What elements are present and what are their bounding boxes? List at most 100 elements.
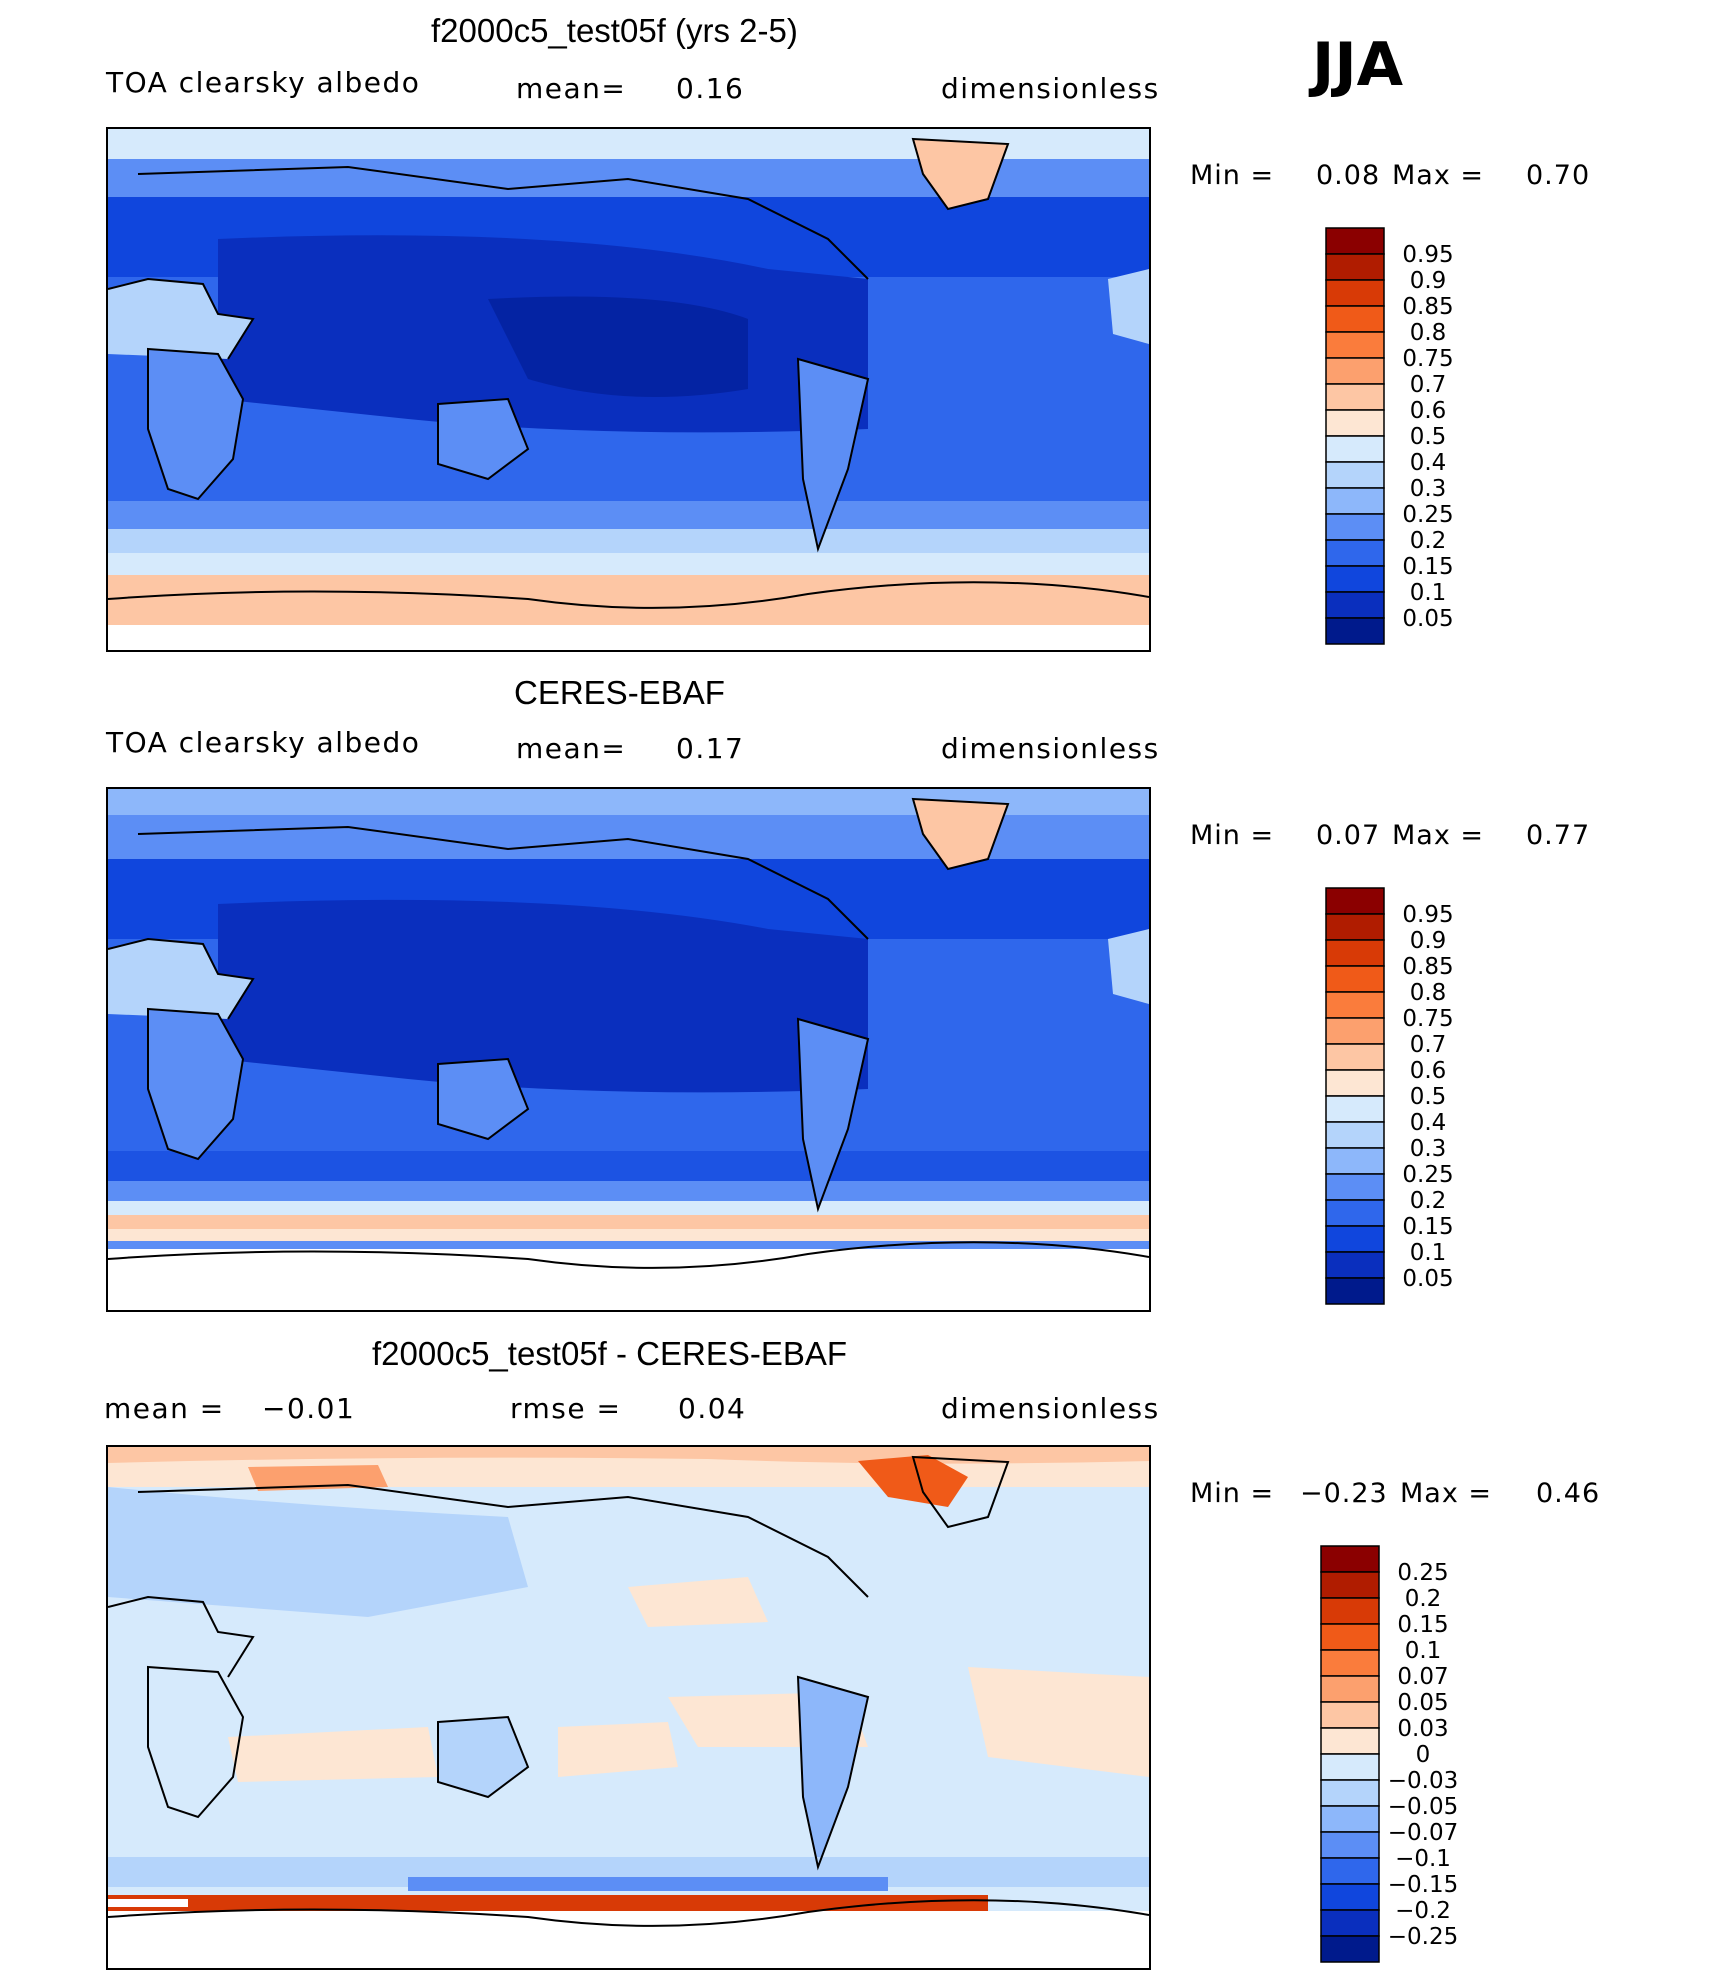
colorbar-swatch xyxy=(1320,1675,1380,1703)
colorbar-swatch xyxy=(1325,991,1385,1019)
colorbar-tick-label: 0.15 xyxy=(1397,1612,1448,1638)
colorbar-tick-label: 0.4 xyxy=(1410,450,1447,476)
colorbar-swatch xyxy=(1325,513,1385,541)
season-label: JJA xyxy=(1312,30,1404,100)
colorbar-swatch xyxy=(1325,1251,1385,1279)
colorbar-tick-label: 0.25 xyxy=(1397,1560,1448,1586)
panel-3-mean-value: −0.01 xyxy=(262,1392,356,1425)
panel-3-max-value: 0.46 xyxy=(1536,1478,1601,1509)
panel-3-title: f2000c5_test05f - CERES-EBAF xyxy=(372,1335,848,1372)
colorbar-swatch xyxy=(1325,1147,1385,1175)
panel-1-variable-label: TOA clearsky albedo xyxy=(106,66,421,99)
panel-1-max-value: 0.70 xyxy=(1526,160,1591,191)
colorbar-tick-label: 0.05 xyxy=(1402,1266,1453,1292)
panel-1-map-svg xyxy=(108,129,1149,650)
colorbar-swatch xyxy=(1320,1571,1380,1599)
colorbar-tick-label: 0.1 xyxy=(1410,1240,1447,1266)
panel-2-map xyxy=(106,787,1151,1312)
colorbar-swatch xyxy=(1320,1701,1380,1729)
colorbar-tick-label: −0.07 xyxy=(1388,1820,1458,1846)
colorbar-swatch xyxy=(1325,253,1385,281)
colorbar-swatch xyxy=(1325,617,1385,645)
colorbar-tick-label: −0.1 xyxy=(1395,1846,1451,1872)
colorbar-swatch xyxy=(1320,1545,1380,1573)
colorbar-tick-label: 0.3 xyxy=(1410,1136,1447,1162)
colorbar-tick-label: 0.7 xyxy=(1410,372,1447,398)
colorbar-swatch xyxy=(1320,1779,1380,1807)
colorbar-tick-label: 0.8 xyxy=(1410,320,1447,346)
panel-1-title: f2000c5_test05f (yrs 2-5) xyxy=(431,12,798,49)
colorbar-swatch xyxy=(1325,461,1385,489)
colorbar-tick-label: 0.4 xyxy=(1410,1110,1447,1136)
colorbar-tick-label: 0.85 xyxy=(1402,954,1453,980)
panel-1-min-value: 0.08 xyxy=(1316,160,1381,191)
panel-3-map-svg xyxy=(108,1447,1149,1968)
colorbar-tick-label: −0.2 xyxy=(1395,1898,1451,1924)
colorbar-swatch xyxy=(1320,1831,1380,1859)
colorbar-swatch xyxy=(1325,1095,1385,1123)
colorbar-swatch xyxy=(1325,1121,1385,1149)
panel-1-units: dimensionless xyxy=(941,72,1160,105)
colorbar-tick-label: 0.03 xyxy=(1397,1716,1448,1742)
colorbar-tick-label: −0.05 xyxy=(1388,1794,1458,1820)
colorbar-tick-label: 0.7 xyxy=(1410,1032,1447,1058)
panel-1-colorbar-svg: 0.950.90.850.80.750.70.60.50.40.30.250.2… xyxy=(1325,227,1454,645)
colorbar-tick-label: 0.1 xyxy=(1410,580,1447,606)
colorbar-tick-label: 0.3 xyxy=(1410,476,1447,502)
colorbar-tick-label: 0.8 xyxy=(1410,980,1447,1006)
panel-3-min-label: Min = xyxy=(1190,1478,1275,1509)
panel-2-min-label: Min = xyxy=(1190,820,1275,851)
colorbar-tick-label: 0.2 xyxy=(1405,1586,1442,1612)
colorbar-swatch xyxy=(1325,487,1385,515)
panel-3-colorbar-svg: 0.250.20.150.10.070.050.030−0.03−0.05−0.… xyxy=(1320,1545,1458,1963)
colorbar-tick-label: 0.25 xyxy=(1402,502,1453,528)
panel-3-map xyxy=(106,1445,1151,1970)
colorbar-tick-label: 0.25 xyxy=(1402,1162,1453,1188)
colorbar-swatch xyxy=(1325,939,1385,967)
colorbar-tick-label: 0.5 xyxy=(1410,1084,1447,1110)
panel-1-map xyxy=(106,127,1151,652)
colorbar-tick-label: 0.85 xyxy=(1402,294,1453,320)
panel-2-units: dimensionless xyxy=(941,732,1160,765)
colorbar-tick-label: 0.05 xyxy=(1402,606,1453,632)
colorbar-swatch xyxy=(1320,1935,1380,1963)
colorbar-swatch xyxy=(1325,887,1385,915)
panel-3-max-label: Max = xyxy=(1400,1478,1493,1509)
panel-3-rmse-value: 0.04 xyxy=(678,1392,747,1425)
panel-1-min-label: Min = xyxy=(1190,160,1275,191)
colorbar-tick-label: 0.2 xyxy=(1410,1188,1447,1214)
colorbar-swatch xyxy=(1325,409,1385,437)
colorbar-tick-label: 0.5 xyxy=(1410,424,1447,450)
panel-3-rmse-label: rmse = xyxy=(510,1392,622,1425)
panel-3-colorbar: 0.25 0.2 0.15 0.1 0.07 0.05 0.03 0 −0.03 −0.05 −0.… xyxy=(1320,1545,1481,1963)
colorbar-swatch xyxy=(1320,1857,1380,1885)
colorbar-swatch xyxy=(1325,913,1385,941)
colorbar-swatch xyxy=(1325,1069,1385,1097)
colorbar-swatch xyxy=(1320,1727,1380,1755)
panel-1-mean-value: 0.16 xyxy=(676,72,745,105)
colorbar-swatch xyxy=(1325,1277,1385,1305)
colorbar-tick-label: 0.15 xyxy=(1402,1214,1453,1240)
colorbar-tick-label: 0.95 xyxy=(1402,242,1453,268)
colorbar-tick-label: 0.05 xyxy=(1397,1690,1448,1716)
colorbar-swatch xyxy=(1325,1173,1385,1201)
panel-2-max-label: Max = xyxy=(1392,820,1485,851)
colorbar-tick-label: −0.03 xyxy=(1388,1768,1458,1794)
colorbar-swatch xyxy=(1320,1805,1380,1833)
colorbar-swatch xyxy=(1325,1225,1385,1253)
colorbar-tick-label: 0.6 xyxy=(1410,398,1447,424)
colorbar-tick-label: 0.15 xyxy=(1402,554,1453,580)
colorbar-tick-label: 0.9 xyxy=(1410,268,1447,294)
panel-1-colorbar: 0.95 0.9 0.85 0.8 0.75 0.7 0.6 0.5 0.4 0.3 0.25 0.2… xyxy=(1325,227,1466,645)
colorbar-swatch xyxy=(1320,1753,1380,1781)
colorbar-swatch xyxy=(1325,565,1385,593)
colorbar-tick-label: 0.6 xyxy=(1410,1058,1447,1084)
colorbar-tick-label: 0 xyxy=(1416,1742,1431,1768)
colorbar-swatch xyxy=(1325,1017,1385,1045)
colorbar-swatch xyxy=(1325,279,1385,307)
colorbar-tick-label: 0.75 xyxy=(1402,346,1453,372)
colorbar-swatch xyxy=(1325,435,1385,463)
colorbar-swatch xyxy=(1325,357,1385,385)
panel-1-mean-label: mean= xyxy=(516,72,627,105)
colorbar-tick-label: −0.25 xyxy=(1388,1924,1458,1950)
